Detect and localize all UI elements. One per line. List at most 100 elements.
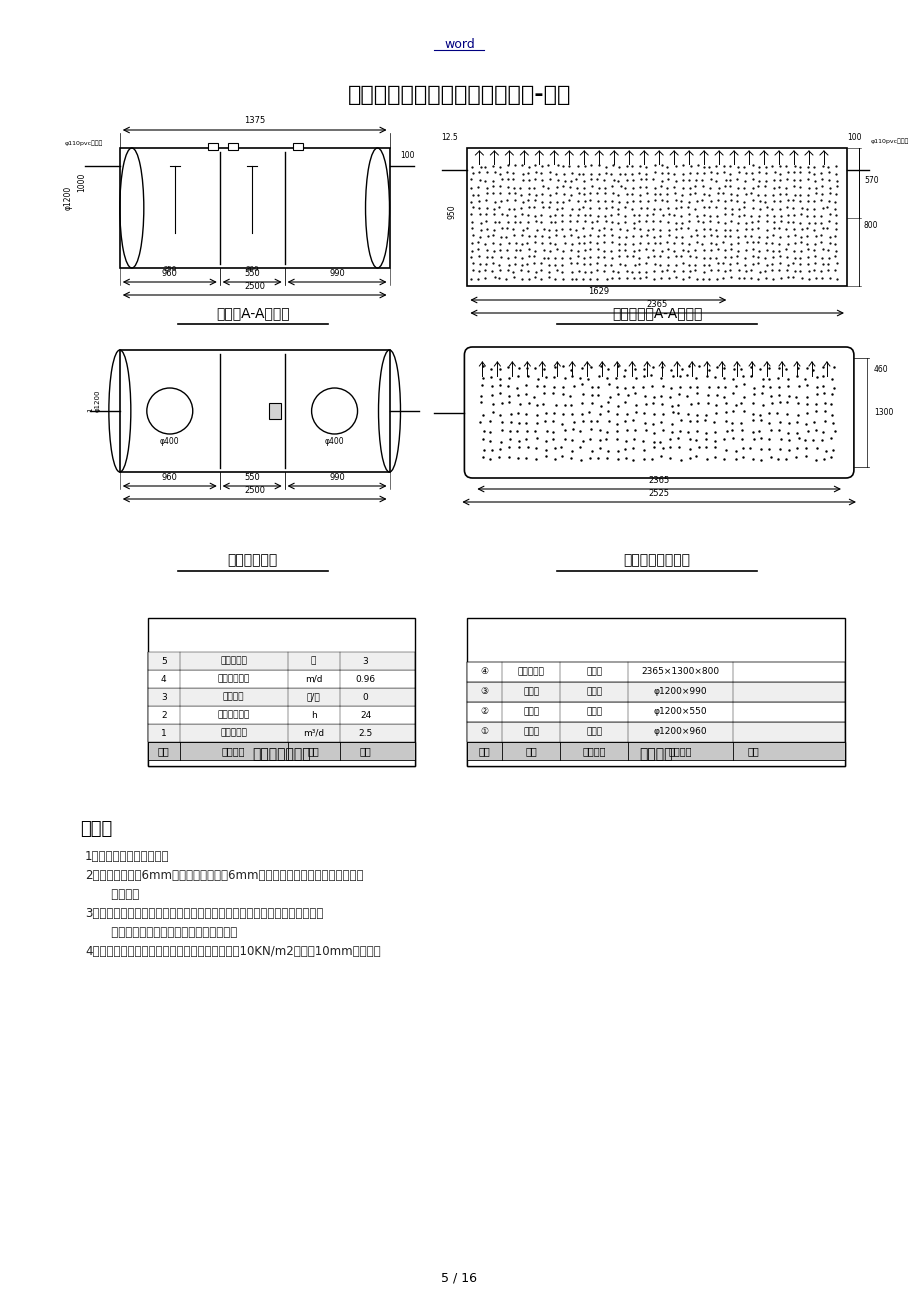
Bar: [467, 702, 844, 723]
Text: 550: 550: [244, 270, 260, 279]
Bar: [148, 742, 415, 766]
Text: 1300: 1300: [873, 408, 892, 417]
Text: ②: ②: [481, 707, 488, 716]
Text: 玻璃钢: 玻璃钢: [585, 707, 602, 716]
Text: φ110pvc进水管: φ110pvc进水管: [65, 141, 103, 146]
Text: φ1200×960: φ1200×960: [653, 728, 707, 737]
Text: 2、化粪池板厚为6mm，人工湿地板厚为6mm，出厂前应做试水实验，不漏水方: 2、化粪池板厚为6mm，人工湿地板厚为6mm，出厂前应做试水实验，不漏水方: [85, 868, 363, 881]
Text: 2: 2: [161, 711, 166, 720]
Text: 2500: 2500: [244, 486, 265, 495]
Bar: [467, 148, 846, 286]
Bar: [148, 706, 415, 724]
Bar: [119, 350, 389, 473]
Text: 序号: 序号: [158, 746, 169, 756]
Text: 12.5: 12.5: [440, 133, 458, 142]
Text: 可出厂；: 可出厂；: [85, 888, 139, 901]
Text: φ110pvc出水管: φ110pvc出水管: [870, 138, 908, 145]
Text: 技术参数一览表: 技术参数一览表: [252, 747, 311, 760]
Text: 技术参数: 技术参数: [221, 746, 245, 756]
Text: 适用农户数: 适用农户数: [220, 656, 247, 665]
Text: 小型农村生活污水处理推荐方案-三户: 小型农村生活污水处理推荐方案-三户: [347, 85, 571, 105]
Bar: [467, 618, 844, 766]
Text: 5 / 16: 5 / 16: [441, 1272, 477, 1285]
Text: φ1200: φ1200: [95, 389, 101, 411]
Text: 污水停留时间: 污水停留时间: [217, 711, 250, 720]
Text: 5: 5: [161, 656, 166, 665]
Text: 24: 24: [359, 711, 370, 720]
Text: 2.5: 2.5: [358, 729, 372, 737]
Text: 人工湿地池: 人工湿地池: [517, 668, 544, 677]
Text: 备注: 备注: [746, 746, 758, 756]
Text: h: h: [311, 711, 316, 720]
Text: 100: 100: [400, 151, 414, 160]
Text: 0.96: 0.96: [355, 674, 375, 684]
Text: 2365: 2365: [648, 477, 669, 486]
Bar: [148, 652, 415, 671]
Text: ③: ③: [481, 687, 488, 697]
Bar: [467, 723, 844, 742]
Bar: [467, 682, 844, 702]
Text: 沉淀池: 沉淀池: [523, 687, 539, 697]
Text: 570: 570: [863, 176, 878, 185]
Bar: [148, 687, 415, 706]
Text: ④: ④: [481, 668, 488, 677]
Text: 3: 3: [161, 693, 166, 702]
Text: 水中的有机物的美人蕉、菖蒲、令草等；: 水中的有机物的美人蕉、菖蒲、令草等；: [85, 926, 237, 939]
Bar: [208, 143, 218, 150]
Text: 说明：: 说明：: [80, 820, 112, 838]
Bar: [148, 742, 415, 760]
Text: 4、安装前基底土必须夯实，地基承载力必须达到10KN/m2，并铺10mm厚细砂，: 4、安装前基底土必须夯实，地基承载力必须达到10KN/m2，并铺10mm厚细砂，: [85, 945, 380, 958]
Text: 1: 1: [86, 408, 93, 411]
Bar: [148, 724, 415, 742]
Text: 990: 990: [329, 270, 345, 279]
Text: 950: 950: [448, 204, 457, 219]
Text: 1629: 1629: [587, 286, 608, 296]
Text: 名称: 名称: [525, 746, 537, 756]
Text: 人工湿地池平面图: 人工湿地池平面图: [623, 553, 690, 566]
Text: 1、本图尺寸均以毫米计；: 1、本图尺寸均以毫米计；: [85, 850, 169, 863]
Text: 运行费用: 运行费用: [222, 693, 244, 702]
Text: ①: ①: [481, 728, 488, 737]
Text: φ1200×550: φ1200×550: [653, 707, 707, 716]
Bar: [268, 404, 280, 419]
Text: 990: 990: [329, 473, 345, 482]
Bar: [148, 671, 415, 687]
Bar: [467, 661, 844, 682]
Text: 结构尺寸: 结构尺寸: [668, 746, 692, 756]
Bar: [467, 742, 844, 760]
Text: 460: 460: [873, 366, 888, 375]
Text: 3、人工湿地上的植物采用成活率高、抗水性强、生长周期长、能充分去除污: 3、人工湿地上的植物采用成活率高、抗水性强、生长周期长、能充分去除污: [85, 907, 323, 921]
Text: 1375: 1375: [244, 116, 265, 125]
Text: 960: 960: [162, 473, 177, 482]
Text: 数量: 数量: [359, 746, 371, 756]
Text: 污水处理量: 污水处理量: [220, 729, 247, 737]
Text: 结构单元: 结构单元: [639, 747, 672, 760]
Text: 1: 1: [161, 729, 166, 737]
Text: 化粪池平面图: 化粪池平面图: [227, 553, 278, 566]
Text: φ400: φ400: [324, 436, 344, 445]
Text: 800: 800: [863, 221, 878, 230]
Bar: [467, 742, 844, 766]
Text: 化粪池A-A剖面图: 化粪池A-A剖面图: [216, 306, 289, 320]
Text: 玻璃钢: 玻璃钢: [585, 687, 602, 697]
Text: 玻璃钢: 玻璃钢: [585, 728, 602, 737]
Text: 人工湿地池A-A剖面图: 人工湿地池A-A剖面图: [611, 306, 701, 320]
Text: 0: 0: [362, 693, 368, 702]
Text: 3: 3: [362, 656, 368, 665]
Text: 2500: 2500: [244, 283, 265, 292]
Text: 100: 100: [846, 133, 861, 142]
Text: φ1200×990: φ1200×990: [653, 687, 707, 697]
Text: 人工湿地负荷: 人工湿地负荷: [217, 674, 250, 684]
Text: φ400: φ400: [160, 436, 179, 445]
Text: 玻璃钢: 玻璃钢: [585, 668, 602, 677]
Text: 4: 4: [161, 674, 166, 684]
Text: 300: 300: [244, 266, 258, 272]
Text: 户: 户: [311, 656, 316, 665]
Text: word: word: [444, 39, 474, 52]
Text: 编号: 编号: [479, 746, 490, 756]
Text: φ1200: φ1200: [63, 186, 73, 210]
Text: 1000: 1000: [77, 173, 86, 191]
Text: 沉氮池: 沉氮池: [523, 707, 539, 716]
Text: 250: 250: [163, 266, 176, 272]
Text: 2365×1300×800: 2365×1300×800: [641, 668, 719, 677]
